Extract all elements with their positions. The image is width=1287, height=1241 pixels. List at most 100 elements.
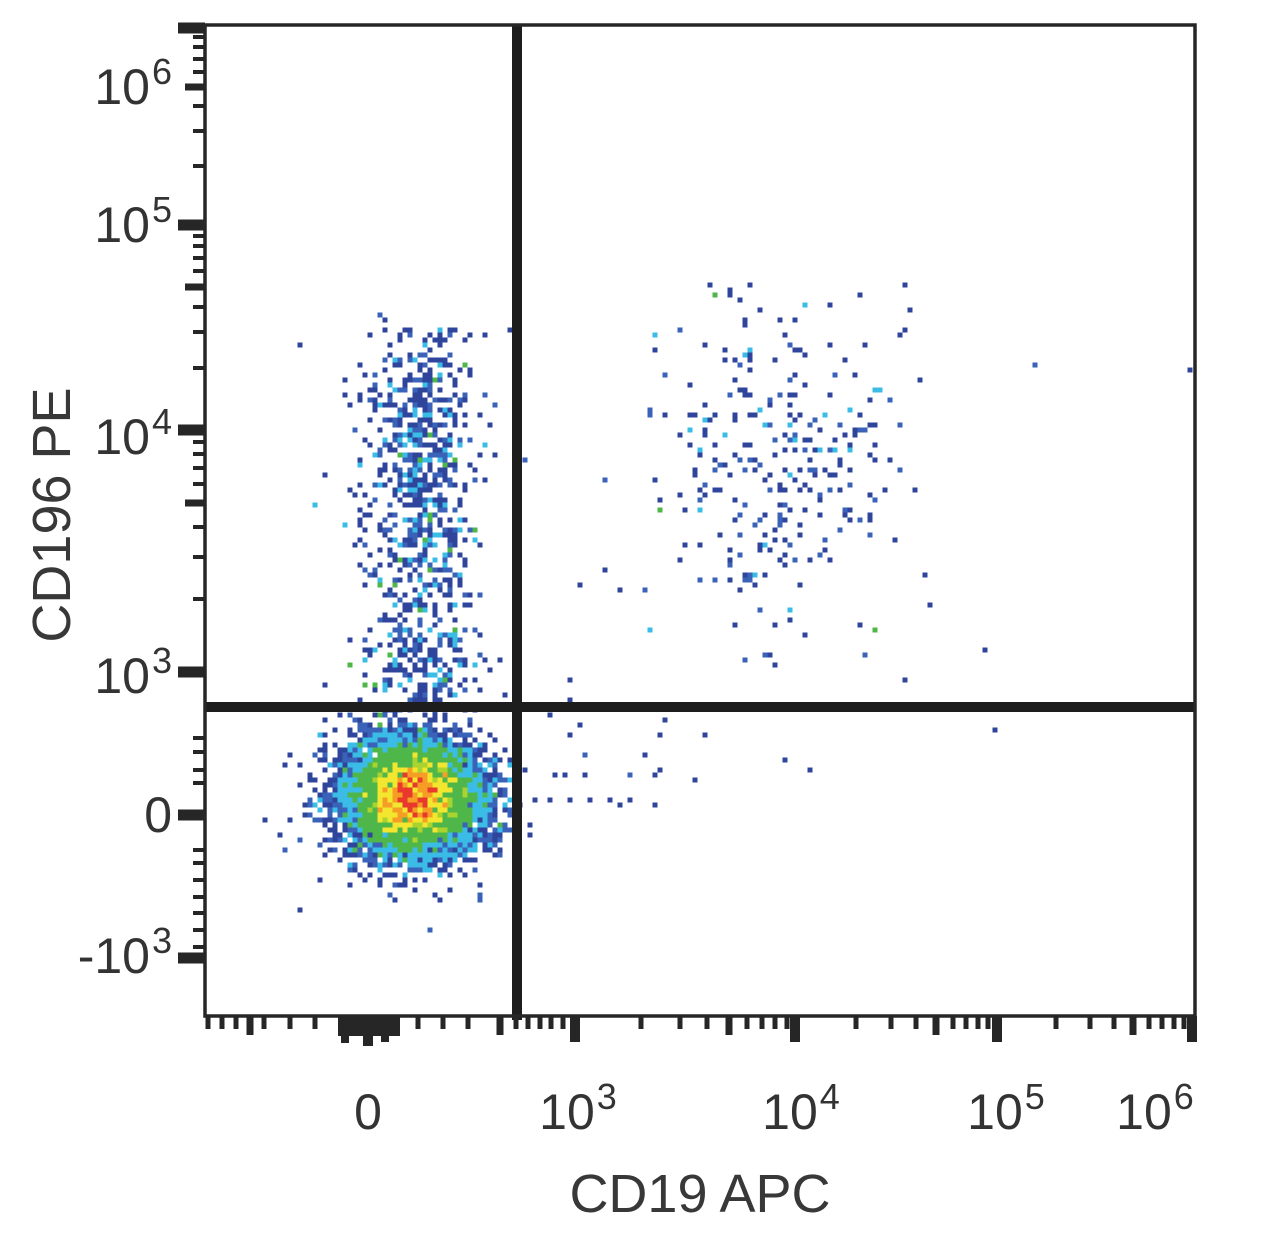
event-density-bin (847, 407, 853, 413)
event-density-bin (287, 752, 293, 758)
event-density-bin (442, 442, 448, 448)
event-density-bin (432, 432, 438, 438)
event-density-bin (487, 667, 493, 673)
event-density-bin (467, 752, 473, 758)
event-density-bin (407, 562, 413, 568)
event-density-bin (427, 817, 433, 823)
event-density-bin (487, 837, 493, 843)
event-density-bin (857, 622, 863, 628)
event-density-bin (367, 752, 373, 758)
event-density-bin (832, 472, 838, 478)
event-density-bin (407, 647, 413, 653)
event-density-bin (452, 857, 458, 863)
event-density-bin (452, 727, 458, 733)
event-density-bin (797, 582, 803, 588)
event-density-bin (397, 782, 403, 788)
event-density-bin (422, 807, 428, 813)
x-axis-minor-tick (233, 1016, 239, 1029)
tick-label-base: -10 (77, 928, 150, 984)
event-density-bin (382, 857, 388, 863)
event-density-bin (652, 332, 658, 338)
event-density-bin (477, 747, 483, 753)
event-density-bin (492, 767, 498, 773)
event-density-bin (472, 752, 478, 758)
event-density-bin (437, 657, 443, 663)
event-density-bin (497, 787, 503, 793)
event-density-bin (417, 522, 423, 528)
event-density-bin (447, 372, 453, 378)
event-density-bin (412, 482, 418, 488)
event-density-bin (402, 767, 408, 773)
event-density-bin (422, 442, 428, 448)
event-density-bin (797, 532, 803, 538)
event-density-bin (387, 512, 393, 518)
event-density-bin (662, 372, 668, 378)
event-density-bin (787, 607, 793, 613)
event-density-bin (777, 512, 783, 518)
event-density-bin (347, 787, 353, 793)
event-density-bin (362, 762, 368, 768)
event-density-bin (352, 792, 358, 798)
event-density-bin (402, 537, 408, 543)
event-density-bin (402, 727, 408, 733)
event-density-bin (427, 822, 433, 828)
event-density-bin (457, 827, 463, 833)
event-density-bin (747, 347, 753, 353)
event-density-bin (867, 517, 873, 523)
event-density-bin (477, 452, 483, 458)
event-density-bin (487, 777, 493, 783)
event-density-bin (397, 472, 403, 478)
event-density-bin (362, 777, 368, 783)
event-density-bin (397, 812, 403, 818)
event-density-bin (422, 472, 428, 478)
event-density-bin (457, 782, 463, 788)
event-density-bin (332, 807, 338, 813)
event-density-bin (792, 432, 798, 438)
event-density-bin (427, 567, 433, 573)
event-density-bin (447, 437, 453, 443)
event-density-bin (462, 757, 468, 763)
tick-label-exponent: 4 (819, 1076, 840, 1117)
event-density-bin (502, 692, 508, 698)
event-density-bin (437, 832, 443, 838)
event-density-bin (367, 627, 373, 633)
event-density-bin (402, 687, 408, 693)
event-density-bin (782, 432, 788, 438)
event-density-bin (477, 827, 483, 833)
event-density-bin (412, 462, 418, 468)
event-density-bin (352, 802, 358, 808)
event-density-bin (442, 747, 448, 753)
event-density-bin (462, 687, 468, 693)
event-density-bin (722, 432, 728, 438)
event-density-bin (357, 827, 363, 833)
y-axis-medium-tick (185, 499, 205, 507)
event-density-bin (467, 787, 473, 793)
x-axis-minor-tick (888, 1016, 894, 1029)
event-density-bin (497, 827, 503, 833)
event-density-bin (742, 502, 748, 508)
event-density-bin (467, 807, 473, 813)
event-density-bin (372, 802, 378, 808)
event-density-bin (407, 452, 413, 458)
event-density-bin (462, 677, 468, 683)
event-density-bin (762, 532, 768, 538)
event-density-bin (392, 437, 398, 443)
event-density-bin (347, 772, 353, 778)
event-density-bin (427, 592, 433, 598)
event-density-bin (432, 802, 438, 808)
event-density-bin (327, 782, 333, 788)
event-density-bin (492, 757, 498, 763)
event-density-bin (332, 817, 338, 823)
event-density-bin (372, 407, 378, 413)
event-density-bin (367, 512, 373, 518)
event-density-bin (357, 782, 363, 788)
event-density-bin (347, 662, 353, 668)
event-density-bin (437, 682, 443, 688)
event-density-bin (412, 407, 418, 413)
event-density-bin (427, 722, 433, 728)
event-density-bin (787, 472, 793, 478)
event-density-bin (442, 782, 448, 788)
event-density-bin (357, 737, 363, 743)
event-density-bin (377, 862, 383, 868)
event-density-bin (412, 387, 418, 393)
